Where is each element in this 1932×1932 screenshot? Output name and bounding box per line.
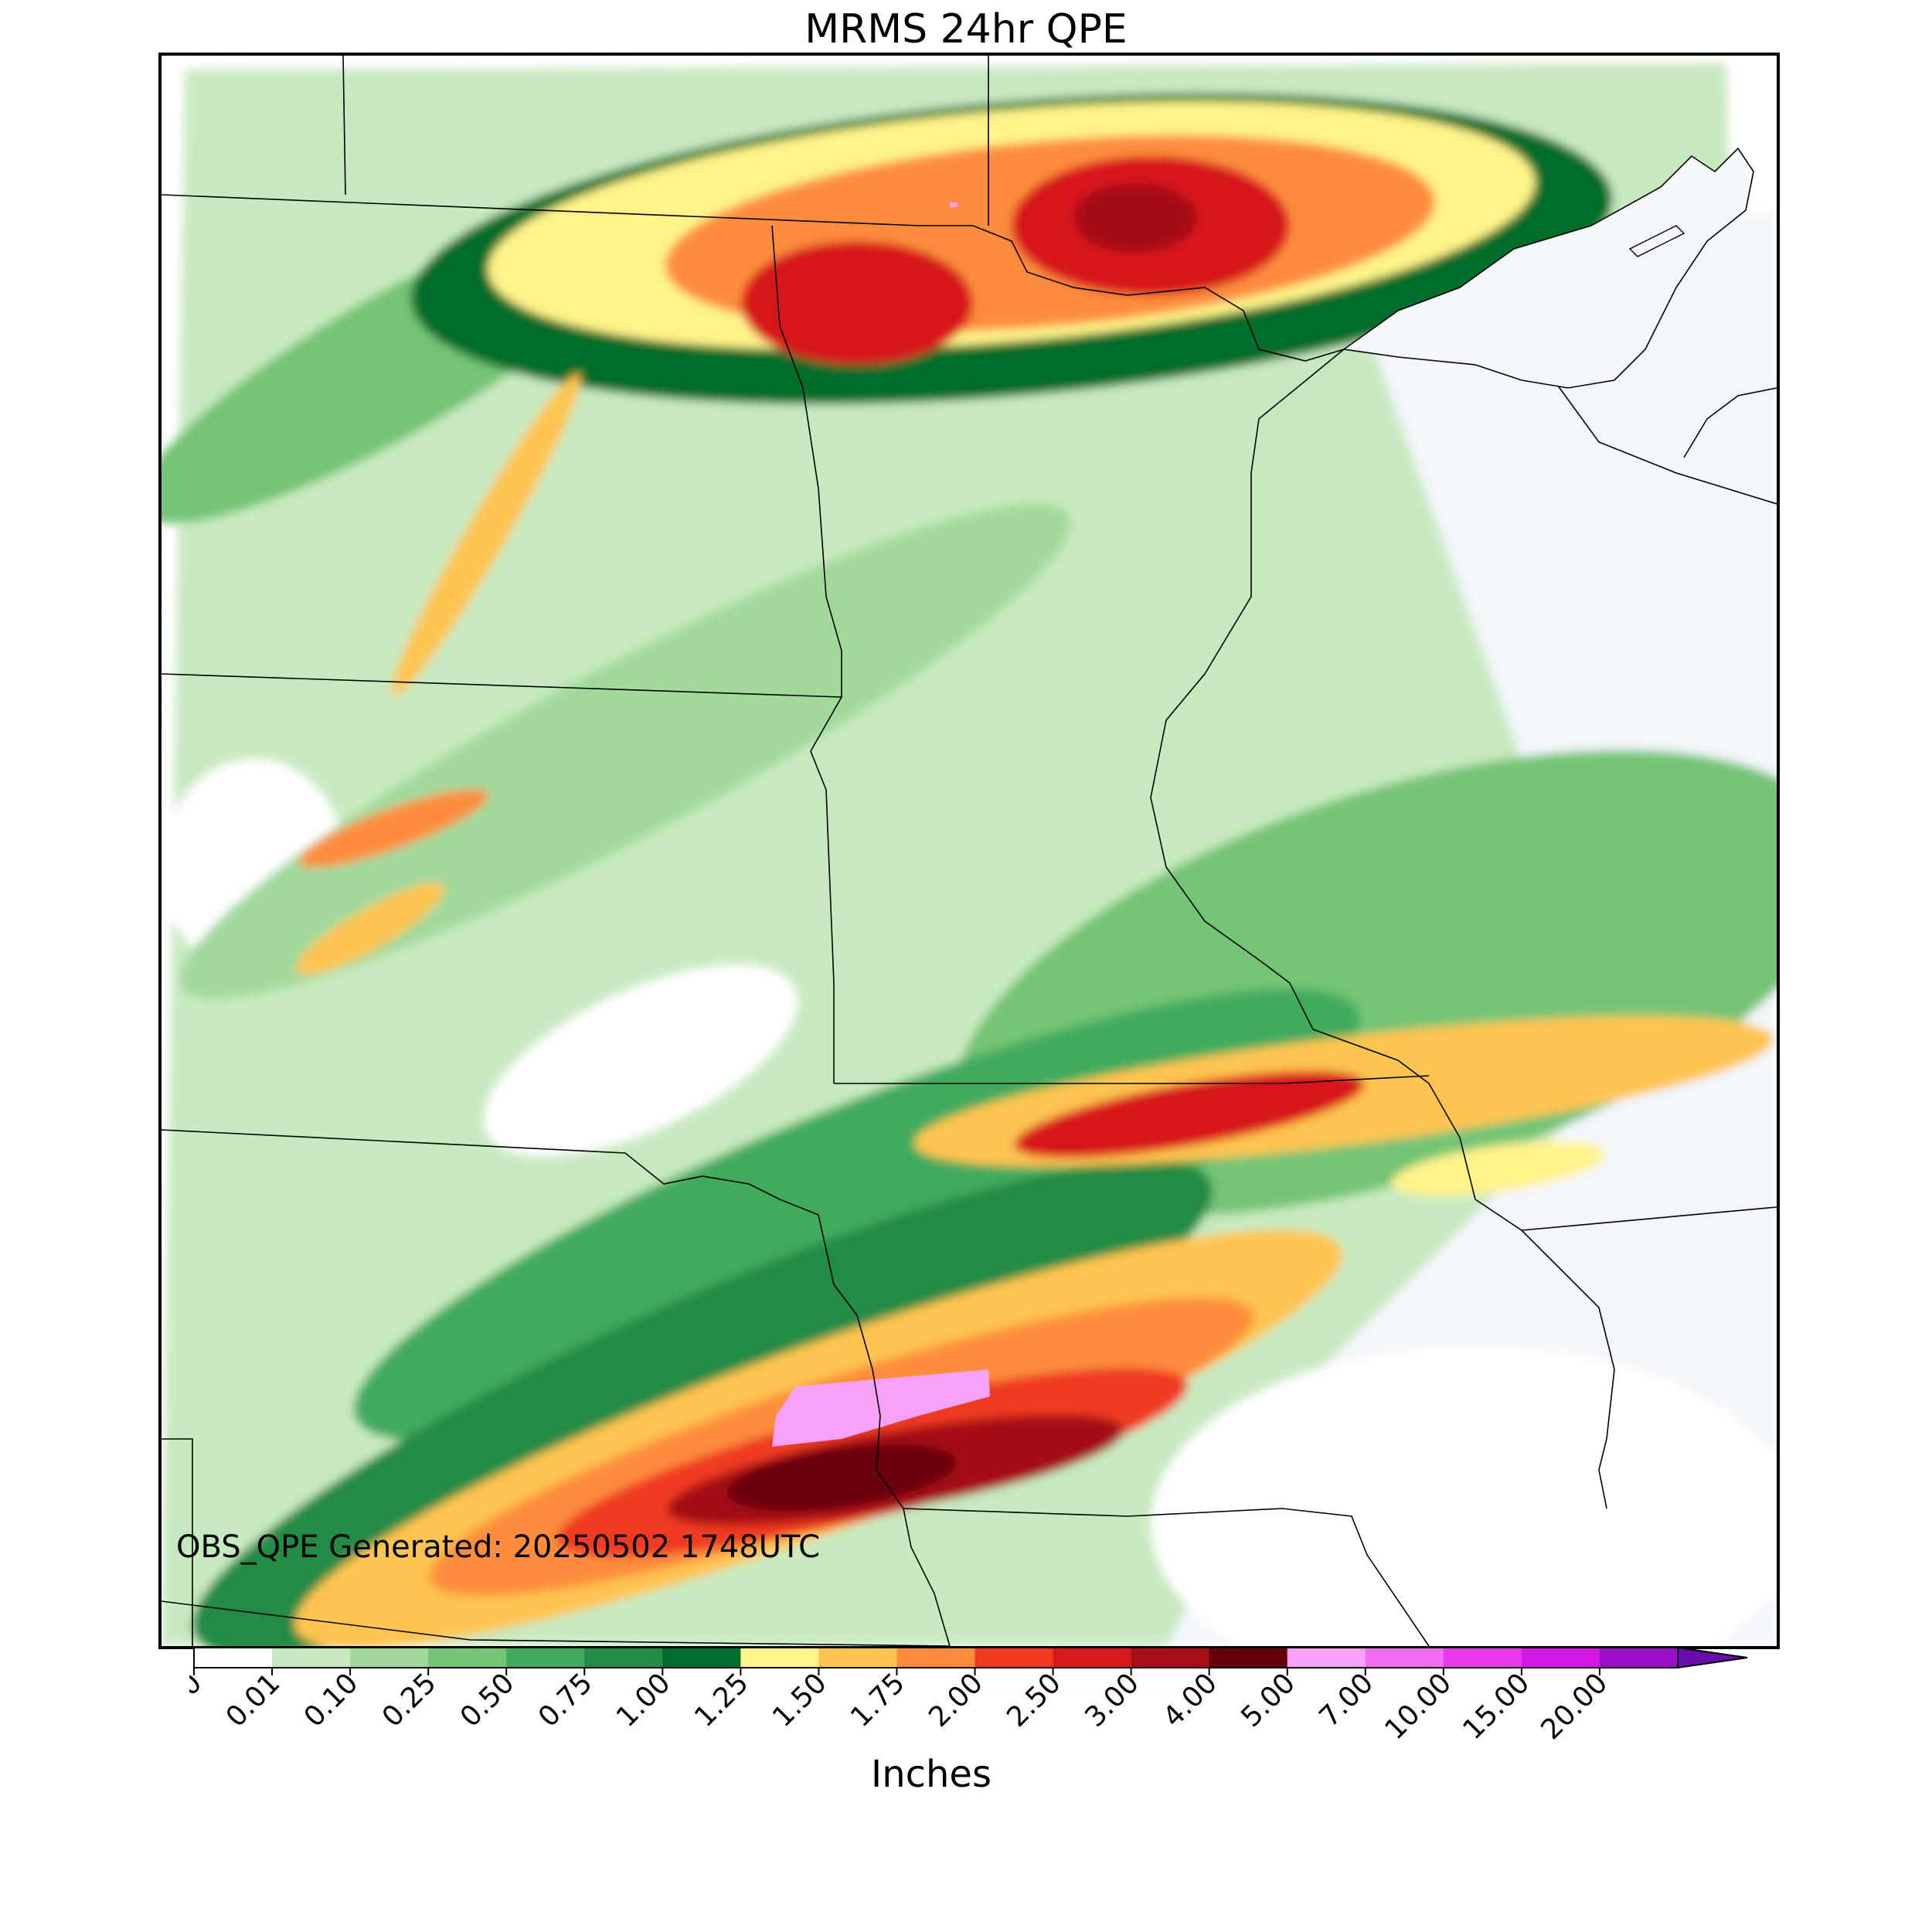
green-band-mid — [179, 503, 1071, 999]
colorbar-tick-label: 1.00 — [611, 1667, 677, 1733]
colorbar-tick-label: 5.00 — [1235, 1667, 1301, 1733]
north-pink-dot — [950, 202, 957, 207]
map-title: MRMS 24hr QPE — [804, 6, 1128, 53]
colorbar-segment — [194, 1648, 273, 1668]
west-streak-1 — [391, 373, 581, 696]
colorbar-segment — [506, 1648, 585, 1668]
map-frame[interactable] — [158, 53, 1780, 1649]
sd-ne-border — [162, 1129, 819, 1216]
colorbar-segment — [1599, 1648, 1679, 1668]
colorbar-segment — [896, 1648, 976, 1668]
colorbar-segment — [662, 1648, 741, 1668]
colorbar-tick-label: 0.50 — [454, 1667, 521, 1733]
colorbar-tick-label: 3.00 — [1079, 1667, 1145, 1733]
colorbar-segment — [1053, 1648, 1132, 1668]
colorbar-tick-label: 0.10 — [298, 1667, 365, 1733]
colorbar-segment — [1209, 1648, 1288, 1668]
colorbar-segment — [1365, 1648, 1444, 1668]
east-band-red — [1014, 1070, 1365, 1158]
south-band-maroon — [726, 1444, 957, 1512]
state-boundaries — [162, 56, 1777, 1646]
colorbar-tick-label: 0.01 — [220, 1667, 287, 1733]
colorbar-tick-label: 2.00 — [923, 1667, 989, 1733]
generated-stamp: OBS_QPE Generated: 20250502 1748UTC — [176, 1529, 821, 1565]
colorbar-tick-label: 0.25 — [376, 1667, 443, 1733]
colorbar-tick-label: 2.50 — [1001, 1667, 1067, 1733]
canada-border — [162, 194, 1345, 362]
colorbar-segment — [350, 1648, 429, 1668]
ne-ks-border — [162, 1600, 951, 1646]
colorbar-segment — [975, 1648, 1054, 1668]
dry-area-east — [1166, 210, 1777, 1646]
colorbar-label: Inches — [871, 1753, 992, 1796]
colorbar-tick-label: 10.00 — [1379, 1667, 1458, 1746]
east-band-yellow-2 — [1391, 1141, 1606, 1196]
precip-field — [162, 63, 1777, 1646]
colorbar-segment — [1287, 1648, 1366, 1668]
precipitation-map[interactable] — [162, 56, 1777, 1646]
colorbar-extend-arrow — [1677, 1646, 1748, 1669]
mn-wi-border — [1150, 349, 1615, 1509]
south-band-pink-core — [772, 1369, 990, 1447]
colorbar: 0.00 0.01 0.10 0.25 0.50 0.75 1.00 1.25 1.50 1.75… — [189, 1646, 1748, 1746]
ne-ia-border — [818, 1214, 951, 1646]
colorbar-tick-label: 7.00 — [1313, 1667, 1379, 1733]
colorbar-segment — [740, 1648, 819, 1668]
wi-mi-border — [1536, 356, 1777, 505]
colorbar-tick-label: 1.50 — [767, 1667, 833, 1733]
colorbar-segment — [1443, 1648, 1522, 1668]
colorbar-tick-label: 0.00 — [189, 1667, 208, 1733]
colorbar-tick-label: 20.00 — [1535, 1667, 1614, 1746]
wy-sd-border — [162, 1438, 193, 1646]
north-band-red1 — [741, 241, 973, 365]
west-streak-3 — [295, 883, 445, 975]
ia-mo-border — [903, 1508, 1430, 1646]
colorbar-segment — [1131, 1648, 1210, 1668]
colorbar-segment — [272, 1648, 351, 1668]
north-band-darkred — [1073, 183, 1197, 253]
isle-royale — [1628, 225, 1685, 257]
colorbar-segment — [584, 1648, 663, 1668]
colorbar-tick-label: 4.00 — [1157, 1667, 1223, 1733]
colorbar-segment — [818, 1648, 897, 1668]
mt-nd-border — [342, 56, 346, 196]
upper-peninsula — [1683, 387, 1777, 458]
colorbar-tick-label: 1.75 — [845, 1667, 911, 1733]
colorbar-segment — [1521, 1648, 1600, 1668]
colorbar-outline — [193, 1647, 1679, 1668]
dry-area-se — [1151, 1346, 1777, 1646]
colorbar-tick-label: 15.00 — [1457, 1667, 1536, 1746]
nd-sd-border — [162, 673, 842, 698]
lake-superior — [1342, 147, 1754, 389]
sd-mn-border — [834, 1075, 1430, 1084]
colorbar-tick-label: 0.75 — [532, 1667, 599, 1733]
west-streak-2 — [298, 789, 488, 868]
colorbar-segment — [428, 1648, 507, 1668]
nd-mn-border — [771, 225, 842, 1083]
dry-area-center — [484, 964, 798, 1156]
colorbar-tick-label: 1.25 — [689, 1667, 755, 1733]
ia-il-border — [1521, 1206, 1777, 1231]
